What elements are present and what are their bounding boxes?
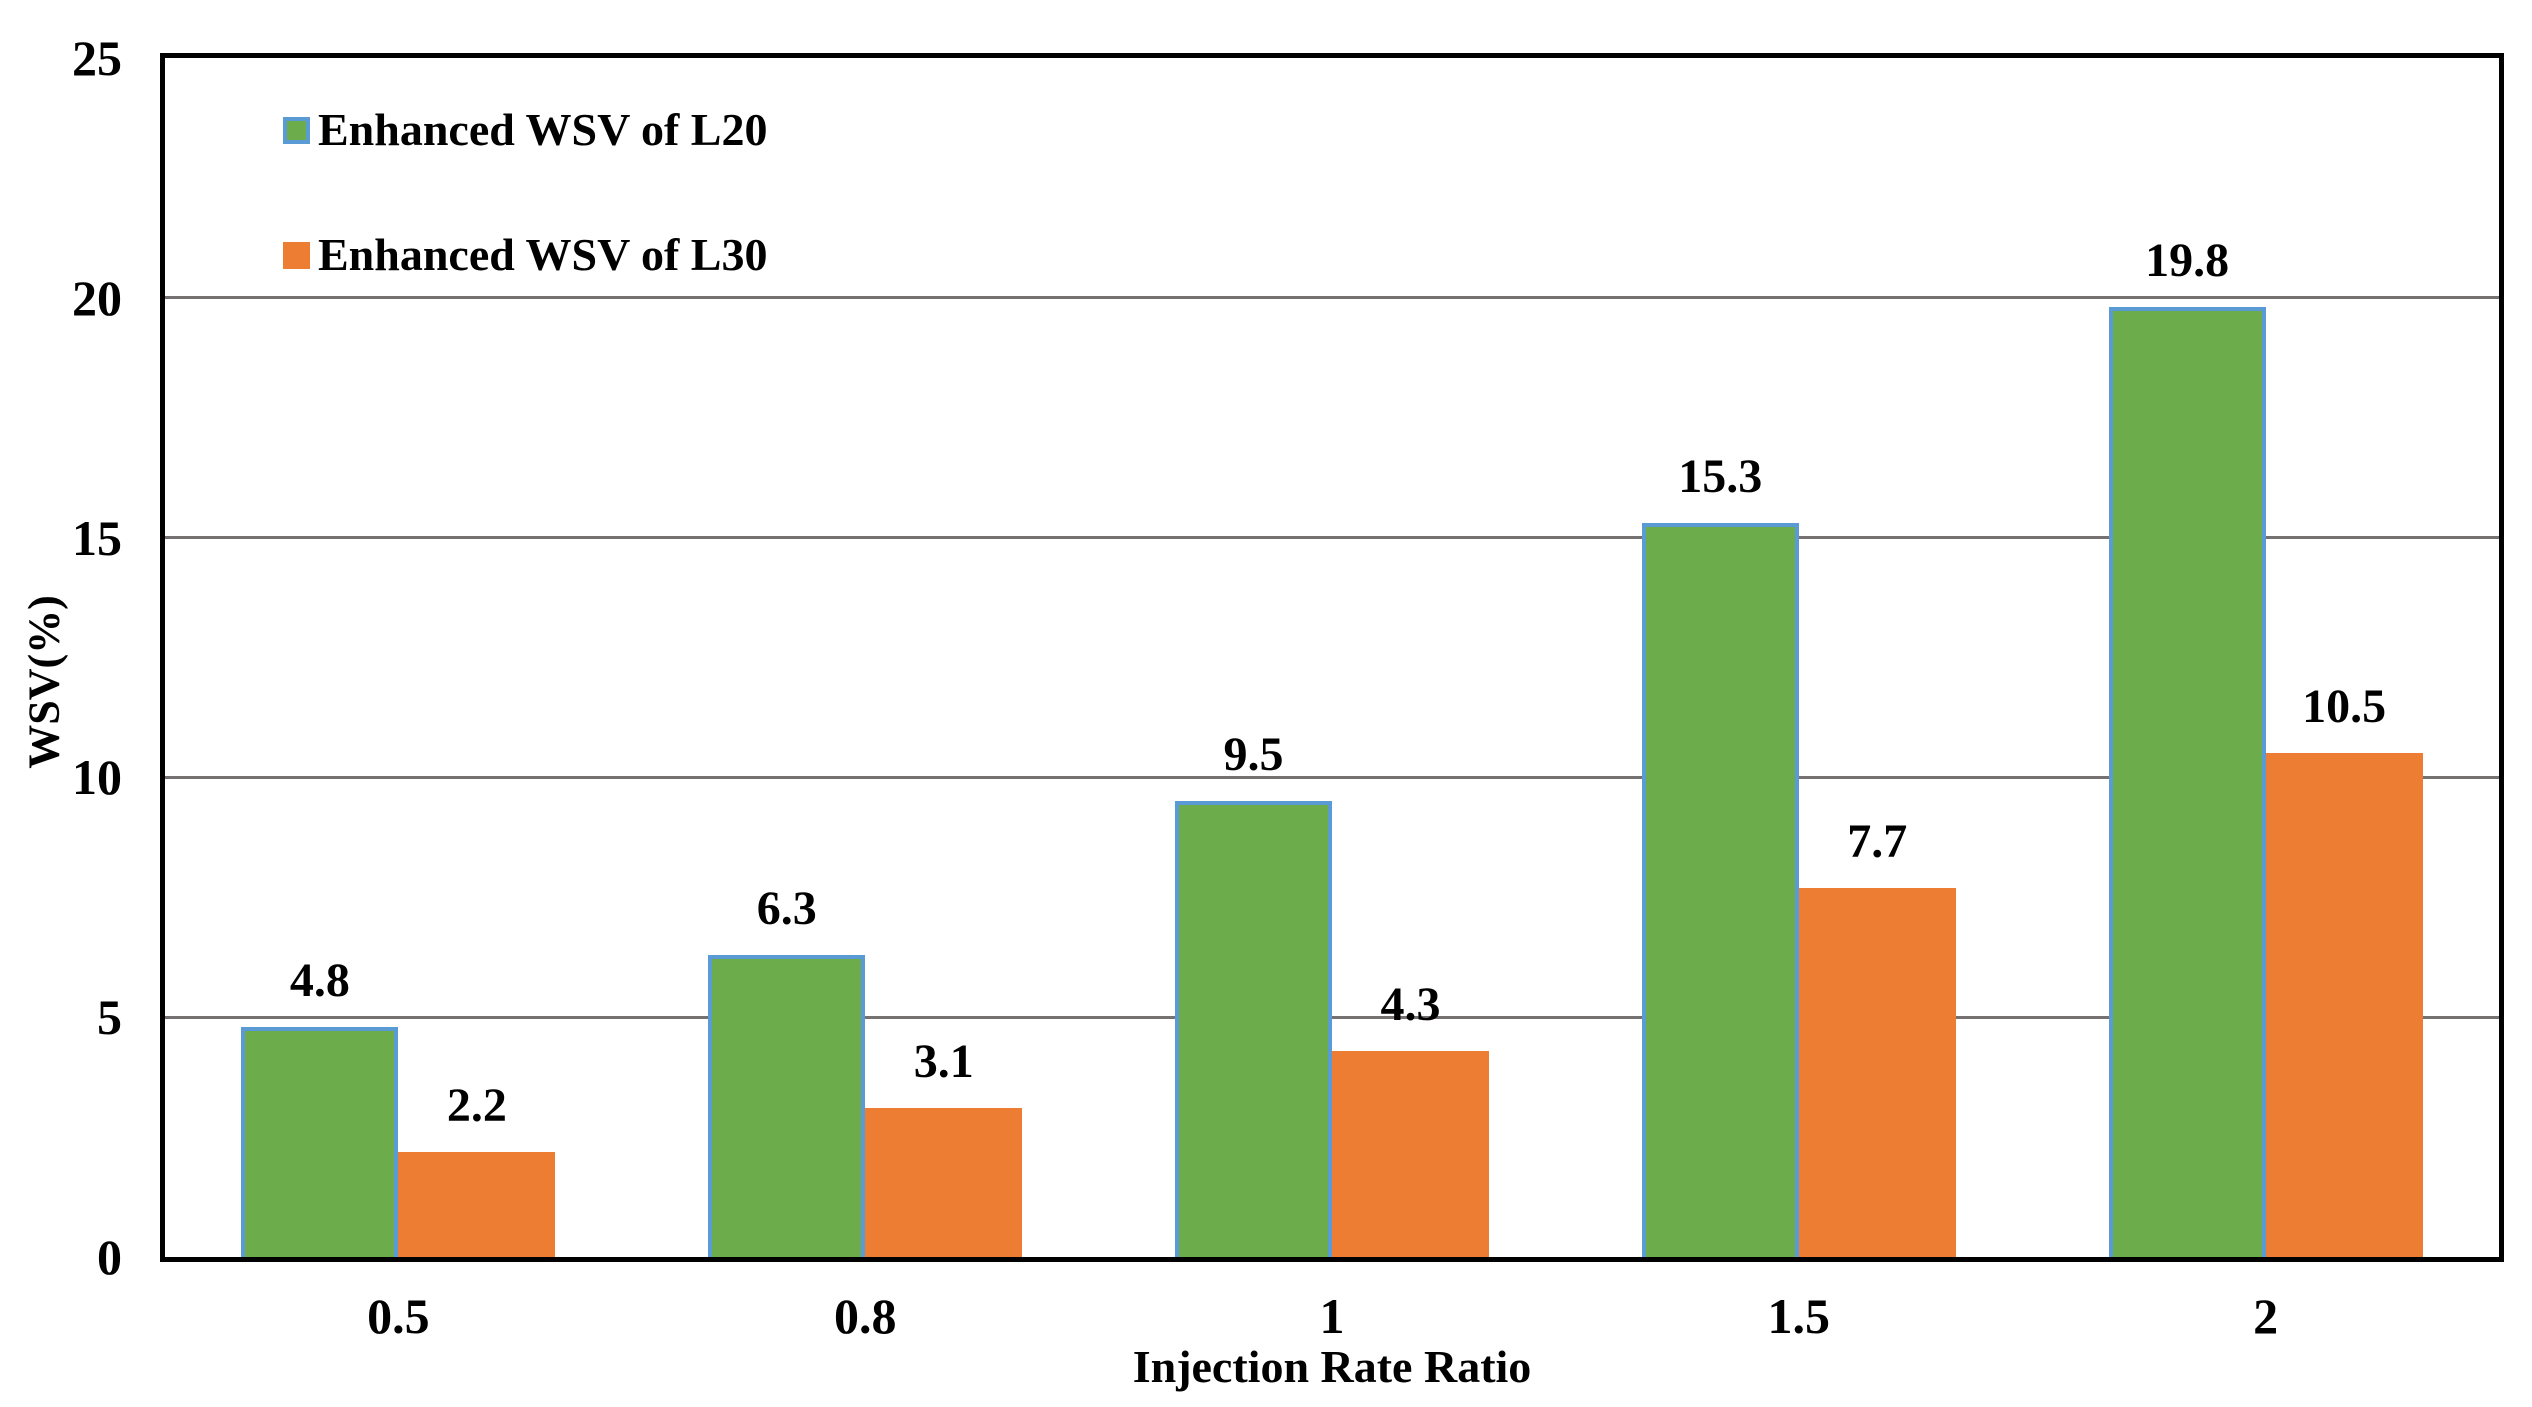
value-label-series1-cat1: 4.3 [1380, 977, 1441, 1031]
value-label-series0-cat0.8: 6.3 [756, 881, 817, 935]
gridline-y15 [165, 536, 2499, 540]
bar-series0-cat1 [1175, 801, 1332, 1257]
x-tick-label-1.5: 1.5 [1767, 1288, 1831, 1344]
x-tick-label-1: 1 [1319, 1288, 1345, 1344]
value-label-series1-cat2: 10.5 [2302, 680, 2387, 734]
legend-label-l30: Enhanced WSV of L30 [318, 229, 768, 280]
x-tick-label-0.8: 0.8 [833, 1288, 897, 1344]
value-label-series1-cat1.5: 7.7 [1847, 814, 1908, 868]
y-tick-label-10: 10 [72, 749, 122, 806]
legend-item-l30: Enhanced WSV of L30 [283, 227, 768, 283]
x-axis-title: Injection Rate Ratio [1132, 1341, 1532, 1392]
y-tick-label-20: 20 [72, 269, 122, 326]
legend-swatch-l30 [283, 241, 310, 269]
bar-series1-cat2 [2265, 753, 2423, 1257]
x-tick-label-0.5: 0.5 [367, 1288, 430, 1344]
y-tick-label-0: 0 [97, 1229, 122, 1285]
bar-series0-cat0.8 [708, 954, 866, 1257]
bar-series1-cat1 [1332, 1050, 1489, 1257]
y-tick-label-15: 15 [72, 509, 122, 566]
value-label-series1-cat0.5: 2.2 [446, 1078, 507, 1132]
y-axis-title: WSV(%) [19, 595, 69, 769]
value-label-series1-cat0.8: 3.1 [913, 1035, 974, 1089]
legend-label-l20: Enhanced WSV of L20 [318, 104, 768, 155]
gridline-y5 [165, 1015, 2499, 1019]
y-tick-label-5: 5 [97, 989, 122, 1046]
gridline-y10 [165, 775, 2499, 779]
bar-series1-cat0.8 [865, 1108, 1023, 1257]
legend-swatch-l20 [283, 116, 310, 144]
legend-item-l20: Enhanced WSV of L20 [283, 102, 768, 158]
value-label-series0-cat1.5: 15.3 [1678, 450, 1763, 504]
plot-area: 4.8 2.2 6.3 3.1 9.5 4.3 15.3 7.7 19.8 10.5 Enhanc… [160, 53, 2504, 1262]
gridline-y20 [165, 296, 2499, 300]
value-label-series0-cat0.5: 4.8 [289, 953, 350, 1007]
bar-series0-cat2 [2108, 307, 2266, 1257]
bar-series0-cat0.5 [241, 1026, 399, 1257]
x-tick-label-2: 2 [2253, 1288, 2279, 1344]
y-tick-label-25: 25 [72, 30, 122, 86]
bar-series1-cat0.5 [398, 1151, 556, 1257]
legend: Enhanced WSV of L20 Enhanced WSV of L30 [283, 102, 768, 283]
value-label-series0-cat2: 19.8 [2145, 234, 2230, 288]
bar-series1-cat1.5 [1798, 887, 1956, 1257]
value-label-series0-cat1: 9.5 [1223, 728, 1284, 782]
bar-series0-cat1.5 [1641, 523, 1799, 1257]
